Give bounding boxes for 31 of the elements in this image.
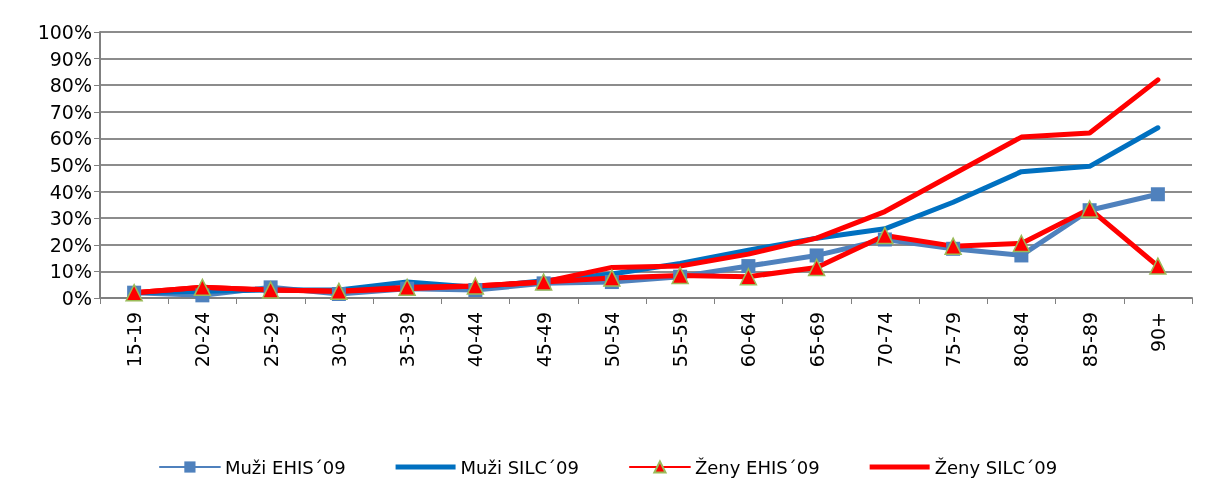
x-tick-label: 75-79 [942,312,965,368]
x-tick-label: 15-19 [123,312,146,368]
x-tick-label: 30-34 [327,312,350,368]
x-tick-label: 65-69 [805,312,828,368]
legend-label: Ženy EHIS´09 [694,456,820,478]
x-tick-label: 40-44 [464,312,487,368]
x-tick-label: 85-89 [1078,312,1101,368]
legend-label: Muži SILC´09 [460,456,579,478]
x-tick-label: 50-54 [600,312,623,368]
y-tick-label: 60% [49,127,92,150]
legend-label: Ženy SILC´09 [934,456,1058,478]
x-tick-label: 25-29 [259,312,282,368]
y-tick-label: 40% [49,180,92,203]
y-tick-label: 0% [61,287,92,309]
x-tick-label: 90+ [1146,312,1169,353]
x-tick-label: 60-64 [737,312,760,368]
y-tick-label: 100% [37,21,92,43]
x-tick-label: 70-74 [873,312,896,368]
y-tick-label: 90% [49,47,92,70]
x-tick-label: 45-49 [532,312,555,368]
y-tick-label: 30% [49,207,92,230]
y-tick-label: 20% [49,233,92,256]
x-tick-label: 80-84 [1010,312,1033,368]
x-tick-label: 35-39 [396,312,419,368]
y-tick-label: 10% [49,260,92,283]
x-tick-label: 20-24 [191,312,214,368]
legend-label: Muži EHIS´09 [224,456,346,478]
x-tick-label: 55-59 [669,312,692,368]
y-tick-label: 50% [49,154,92,176]
y-tick-label: 80% [49,74,92,97]
y-tick-label: 70% [49,100,92,123]
